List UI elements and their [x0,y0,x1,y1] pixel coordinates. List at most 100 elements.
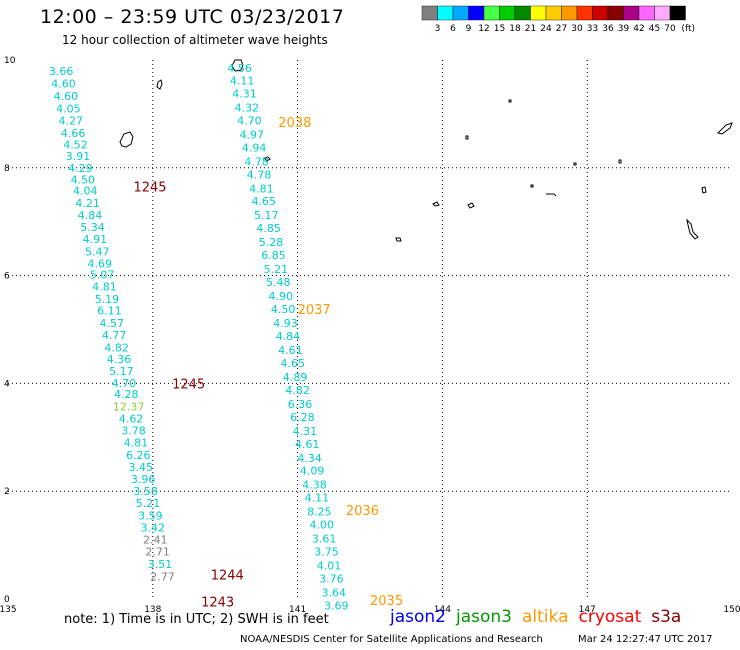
island-outlines [119,59,733,242]
wave-height-point: 5.28 [259,236,284,249]
island-shape [263,156,271,162]
wave-height-point: 3.61 [312,533,337,546]
wave-height-point: 4.97 [239,128,264,141]
wave-height-point: 6.85 [261,249,286,262]
wave-height-point: 3.91 [66,150,91,163]
wave-height-point: 4.65 [281,357,306,370]
colorbar-label: 70 [664,24,676,34]
y-tick-label: 10 [4,56,16,66]
colorbar-swatch [437,5,454,21]
wave-height-point: 5.34 [80,221,105,234]
island-shape [701,186,707,194]
colorbar-label: 39 [618,24,630,34]
wave-height-point: 4.50 [71,174,96,187]
wave-height-point: 4.62 [119,412,144,425]
wave-height-point: 4.82 [285,384,310,397]
wave-height-point: 4.66 [61,127,86,140]
colorbar-swatch [607,5,624,21]
wave-height-point: 4.60 [51,78,76,91]
colorbar-swatch [499,5,516,21]
colorbar-label: 27 [556,24,567,34]
wave-height-point: 2.77 [150,570,175,583]
wave-height-point: 4.93 [273,317,298,330]
island-shape [156,79,163,90]
wave-height-point: 4.57 [100,317,125,330]
colorbar-label: 18 [509,24,521,34]
colorbar-label: 9 [466,24,472,34]
generated-timestamp: Mar 24 12:27:47 UTC 2017 [578,634,713,645]
wave-height-point: 6.36 [288,398,313,411]
wave-height-point: 3.96 [131,473,156,486]
wave-height-point: 4.94 [242,141,267,154]
pass-time-label: 1245 [133,181,166,196]
island-shape [508,99,512,103]
chart-grid: 135 138 141 144 147 150 0 2 4 6 8 10 [0,56,740,615]
wave-height-point: 4.84 [78,209,103,222]
x-tick-label: 150 [723,605,740,615]
wave-height-point: 5.21 [264,263,289,276]
colorbar-swatch [514,5,531,21]
wave-height-point: 4.32 [235,101,260,114]
wave-height-point: 4.27 [58,114,83,127]
wave-height-point: 4.29 [68,162,93,175]
wave-height-point: 6.28 [290,411,315,424]
wave-height-point: 4.00 [309,519,334,532]
wave-height-point: 4.84 [276,330,301,343]
wave-height-point: 4.04 [73,184,98,197]
colorbar-label: 15 [494,24,505,34]
wave-height-point: 6.26 [126,449,151,462]
colorbar-swatch [561,5,578,21]
colorbar-swatch [592,5,609,21]
wave-height-point: 4.56 [227,62,252,75]
legend-item-s3a: s3a [651,607,682,627]
wave-height-point: 4.61 [278,344,303,357]
wave-height-point: 4.05 [56,103,81,116]
island-shape [395,237,402,242]
wave-height-point: 3.64 [322,587,347,600]
wave-height-point: 3.66 [49,65,74,78]
colorbar-swatch [623,5,640,21]
island-shape [530,184,534,188]
wave-height-point: 3.78 [121,424,146,437]
wave-height-point: 4.69 [87,258,112,271]
wave-height-point: 3.45 [128,461,153,474]
wave-height-point: 4.77 [102,329,127,342]
wave-height-point: 2.41 [143,534,168,547]
island-shape [432,201,440,207]
wave-height-point: 4.78 [247,168,272,181]
wave-height-point: 2.71 [145,546,170,559]
wave-height-point: 4.09 [300,465,325,478]
wave-height-point: 5.19 [95,293,120,306]
wave-height-point: 4.38 [302,479,327,492]
y-tick-label: 4 [4,379,10,389]
wave-height-point: 4.81 [92,280,117,293]
wave-height-point: 4.81 [124,437,149,450]
y-tick-label: 0 [4,595,10,605]
wave-height-point: 3.51 [148,558,173,571]
wave-height-point: 3.59 [138,509,163,522]
footnote: note: 1) Time is in UTC; 2) SWH is in fe… [64,612,329,627]
y-tick-label: 6 [4,272,10,282]
wave-height-point: 3.75 [314,546,339,559]
island-shape [618,159,622,164]
island-shape [546,193,557,197]
colorbar-swatch [468,5,485,21]
colorbar-label: 21 [525,24,536,34]
wave-height-point: 5.48 [266,276,291,289]
pass-time-label: 2037 [298,303,331,318]
credit-line: NOAA/NESDIS Center for Satellite Applica… [240,634,543,645]
wave-height-point: 4.91 [83,233,108,246]
wave-height-point: 4.70 [237,114,262,127]
wave-height-point: 4.31 [293,425,318,438]
wave-height-point: 4.81 [249,182,274,195]
legend-item-cryosat: cryosat [578,607,642,627]
wave-height-point: 12.37 [113,401,145,414]
pass-time-label: 2036 [346,504,379,519]
wave-height-point: 3.58 [133,485,158,498]
pass-time-label: 1244 [211,569,244,584]
pass-time-label: 2035 [370,594,403,609]
colorbar-swatch [638,5,655,21]
wave-height-point: 4.65 [252,195,277,208]
island-shape [686,218,699,240]
legend-item-jason3: jason3 [456,607,512,627]
